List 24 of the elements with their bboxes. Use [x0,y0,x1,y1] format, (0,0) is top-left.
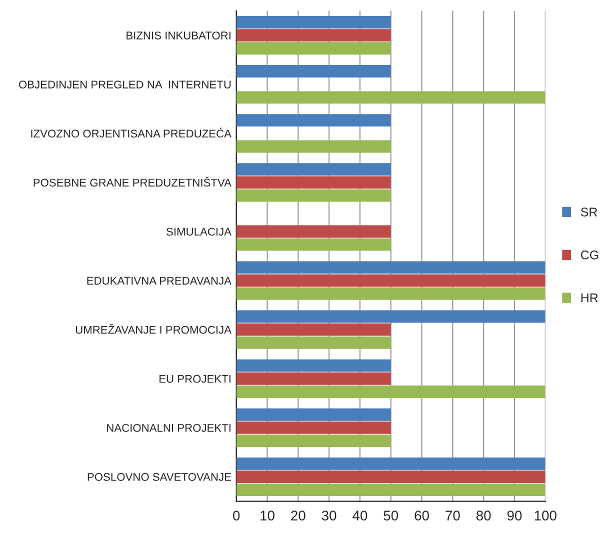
x-tick-label: 40 [352,510,368,520]
legend-label: CG [580,250,598,260]
x-tick-label: 20 [291,510,306,520]
x-tick-label: 100 [534,510,556,520]
y-tick-label: EU PROJEKTI [160,374,230,383]
x-tick-label: 0 [233,510,240,520]
y-tick-label: BIZNIS INKUBATORI [126,32,230,40]
x-tick-label: 70 [446,510,460,520]
x-tick-label: 90 [507,510,522,520]
x-tick-label: 80 [476,510,491,520]
y-tick-label: POSEBNE GRANE PREDUZETNIŠTVA [34,176,232,187]
y-tick-label: IZVOZNO ORJENTISANA PREDUZEĆA [31,128,232,138]
legend-label: HR [581,294,598,302]
y-tick-label: UMREŽAVANJE I PROMOCIJA [76,324,232,334]
y-tick-label: NACIONALNI PROJEKTI [107,424,230,432]
x-tick-label: 50 [384,510,398,520]
y-tick-label: SIMULACIJA [166,228,232,236]
legend-label: SR [580,208,598,216]
x-tick-label: 60 [414,510,429,520]
x-tick-label: 30 [322,510,336,520]
y-tick-label: OBJEDINJEN PREGLED NA INTERNETU [19,80,231,88]
y-tick-label: EDUKATIVNA PREDAVANJA [87,276,232,285]
x-tick-label: 10 [260,510,274,520]
y-tick-label: POSLOVNO SAVETOVANJE [88,473,231,481]
